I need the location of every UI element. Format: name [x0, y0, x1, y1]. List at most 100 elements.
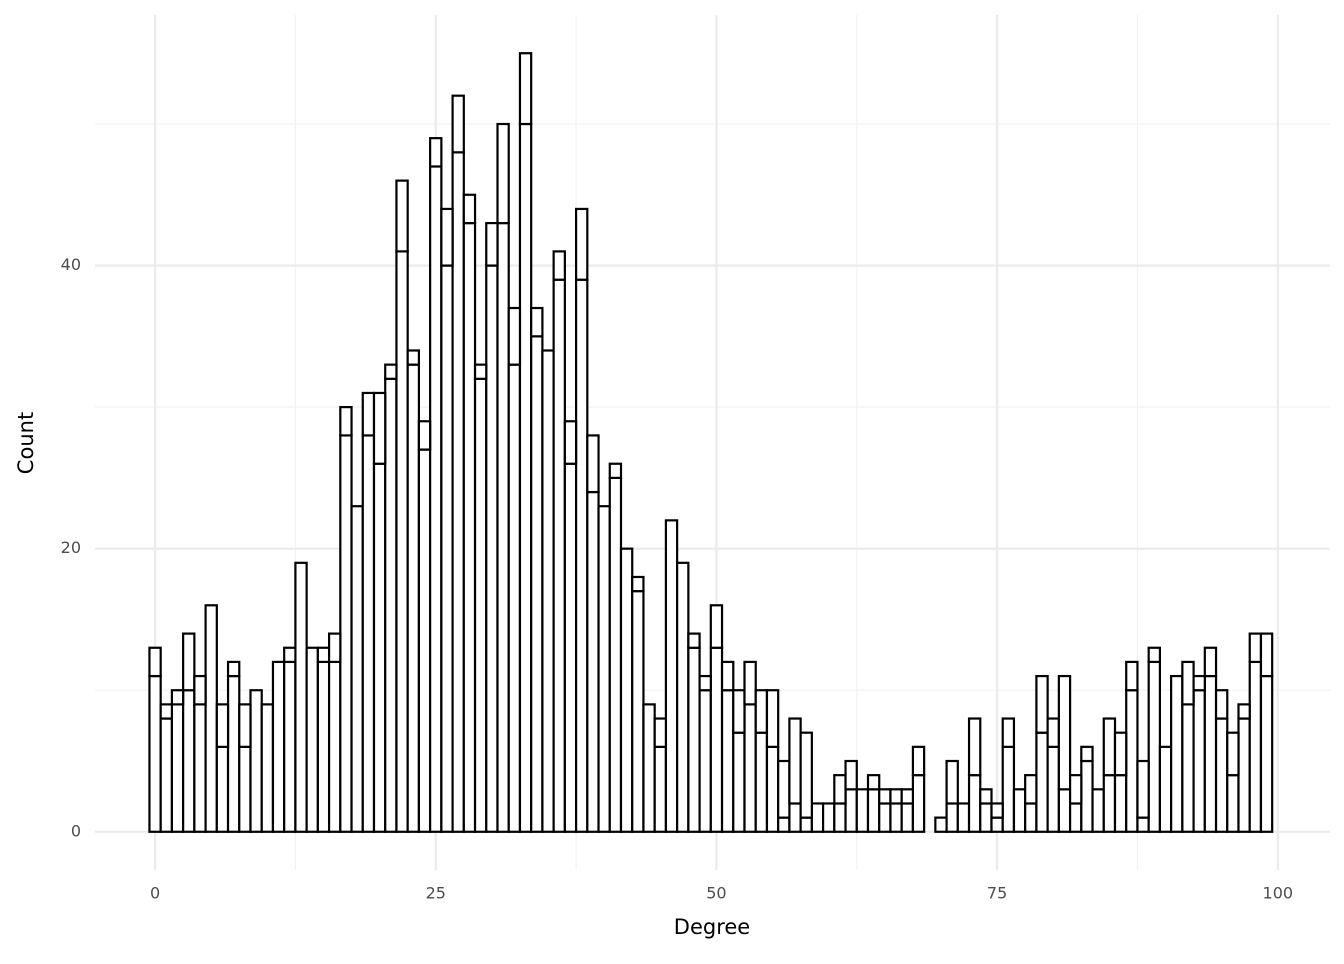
bar-segment [182, 632, 196, 692]
bar-segment [709, 604, 724, 649]
bar-segment [1136, 759, 1150, 819]
bar-segment [619, 547, 634, 833]
bar-segment [631, 575, 645, 593]
bar-segment [215, 745, 230, 833]
bar-segment [339, 406, 353, 437]
bar-segment [283, 646, 297, 664]
bar-segment [1203, 646, 1218, 678]
bar-segment [372, 391, 387, 465]
bar-segment [384, 377, 398, 833]
bar-segment [462, 221, 477, 833]
bar-segment [608, 462, 623, 479]
bar-segment [440, 264, 454, 833]
bar-segment [1046, 717, 1060, 748]
bar-segment [552, 278, 566, 833]
bar-segment [305, 646, 319, 833]
bar-segment [1237, 703, 1251, 720]
bar-segment [1091, 788, 1105, 833]
bar-segment [911, 774, 926, 833]
bar-segment [1170, 674, 1184, 833]
bar-segment [1012, 788, 1027, 833]
bar-segment [833, 802, 847, 833]
bar-segment [889, 802, 903, 833]
bar-segment [451, 94, 465, 154]
bar-segment [810, 802, 825, 833]
bar-segment [1001, 745, 1016, 833]
bar-segment [1102, 774, 1117, 833]
bar-segment [406, 363, 421, 833]
bar-segment [1125, 660, 1139, 692]
bar-segment [1226, 774, 1240, 833]
bar-segment [720, 689, 735, 833]
bar-segment [1125, 689, 1139, 833]
bar-segment [1102, 717, 1117, 777]
bar-segment [294, 561, 308, 833]
x-tick-label: 25 [426, 884, 446, 903]
bar-segment [1080, 745, 1094, 763]
bar-segment [361, 434, 376, 833]
bar-segment [878, 802, 892, 833]
bar-segment [676, 561, 690, 833]
bar-segment [866, 774, 881, 791]
bar-segment [316, 660, 331, 833]
bar-segment [754, 689, 769, 734]
bar-segment [1001, 717, 1016, 748]
y-axis-title: Count [14, 412, 38, 474]
bar-segment [361, 391, 376, 437]
bar-segment [720, 660, 735, 692]
bar-segment [451, 151, 465, 833]
bar-segment [148, 646, 162, 678]
bar-segment [485, 221, 499, 267]
bar-segment [1192, 674, 1206, 692]
bar-segment [417, 420, 432, 451]
bar-segment [1248, 660, 1263, 833]
bar-segment [1136, 816, 1150, 833]
bar-segment [260, 703, 275, 833]
bar-segment [429, 137, 443, 168]
bar-segment [777, 759, 791, 819]
bar-segment [552, 250, 566, 281]
bar-segment [518, 52, 533, 126]
bar-segment [732, 731, 746, 833]
bar-segment [687, 646, 701, 833]
bar-segment [1113, 774, 1128, 833]
bar-segment [496, 221, 510, 833]
bar-segment [979, 802, 993, 833]
bar-segment [574, 207, 589, 281]
bar-segment [1181, 660, 1195, 706]
bar-segment [687, 632, 701, 649]
bar-segment [541, 349, 555, 833]
bar-segment [878, 788, 892, 805]
bar-segment [1057, 788, 1072, 833]
bar-segment [148, 674, 162, 833]
bar-segment [1181, 703, 1195, 833]
bar-segment [743, 660, 757, 706]
bar-segment [821, 802, 836, 833]
bar-segment [586, 490, 600, 833]
bar-segment [215, 703, 230, 748]
bar-segment [159, 717, 174, 833]
bar-segment [788, 717, 802, 805]
bar-segment [732, 689, 746, 734]
bar-segment [1158, 745, 1173, 833]
bar-segment [395, 179, 409, 253]
bar-segment [417, 448, 432, 833]
bar-segment [642, 703, 656, 833]
bar-segment [855, 788, 870, 833]
bar-segment [777, 816, 791, 833]
y-tick-label: 40 [61, 255, 81, 274]
bar-segment [226, 674, 241, 833]
bar-segment [182, 689, 196, 833]
bar-segment [1080, 759, 1094, 833]
bar-segment [1237, 717, 1251, 833]
x-tick-label: 0 [150, 884, 160, 903]
bar-segment [765, 745, 780, 833]
bar-segment [170, 703, 185, 833]
bar-segment [1203, 674, 1218, 833]
bar-segment [664, 519, 679, 833]
bar-segment [1147, 646, 1162, 664]
bar-segment [1068, 774, 1083, 805]
bar-segment [574, 278, 589, 833]
bar-segment [159, 703, 174, 720]
